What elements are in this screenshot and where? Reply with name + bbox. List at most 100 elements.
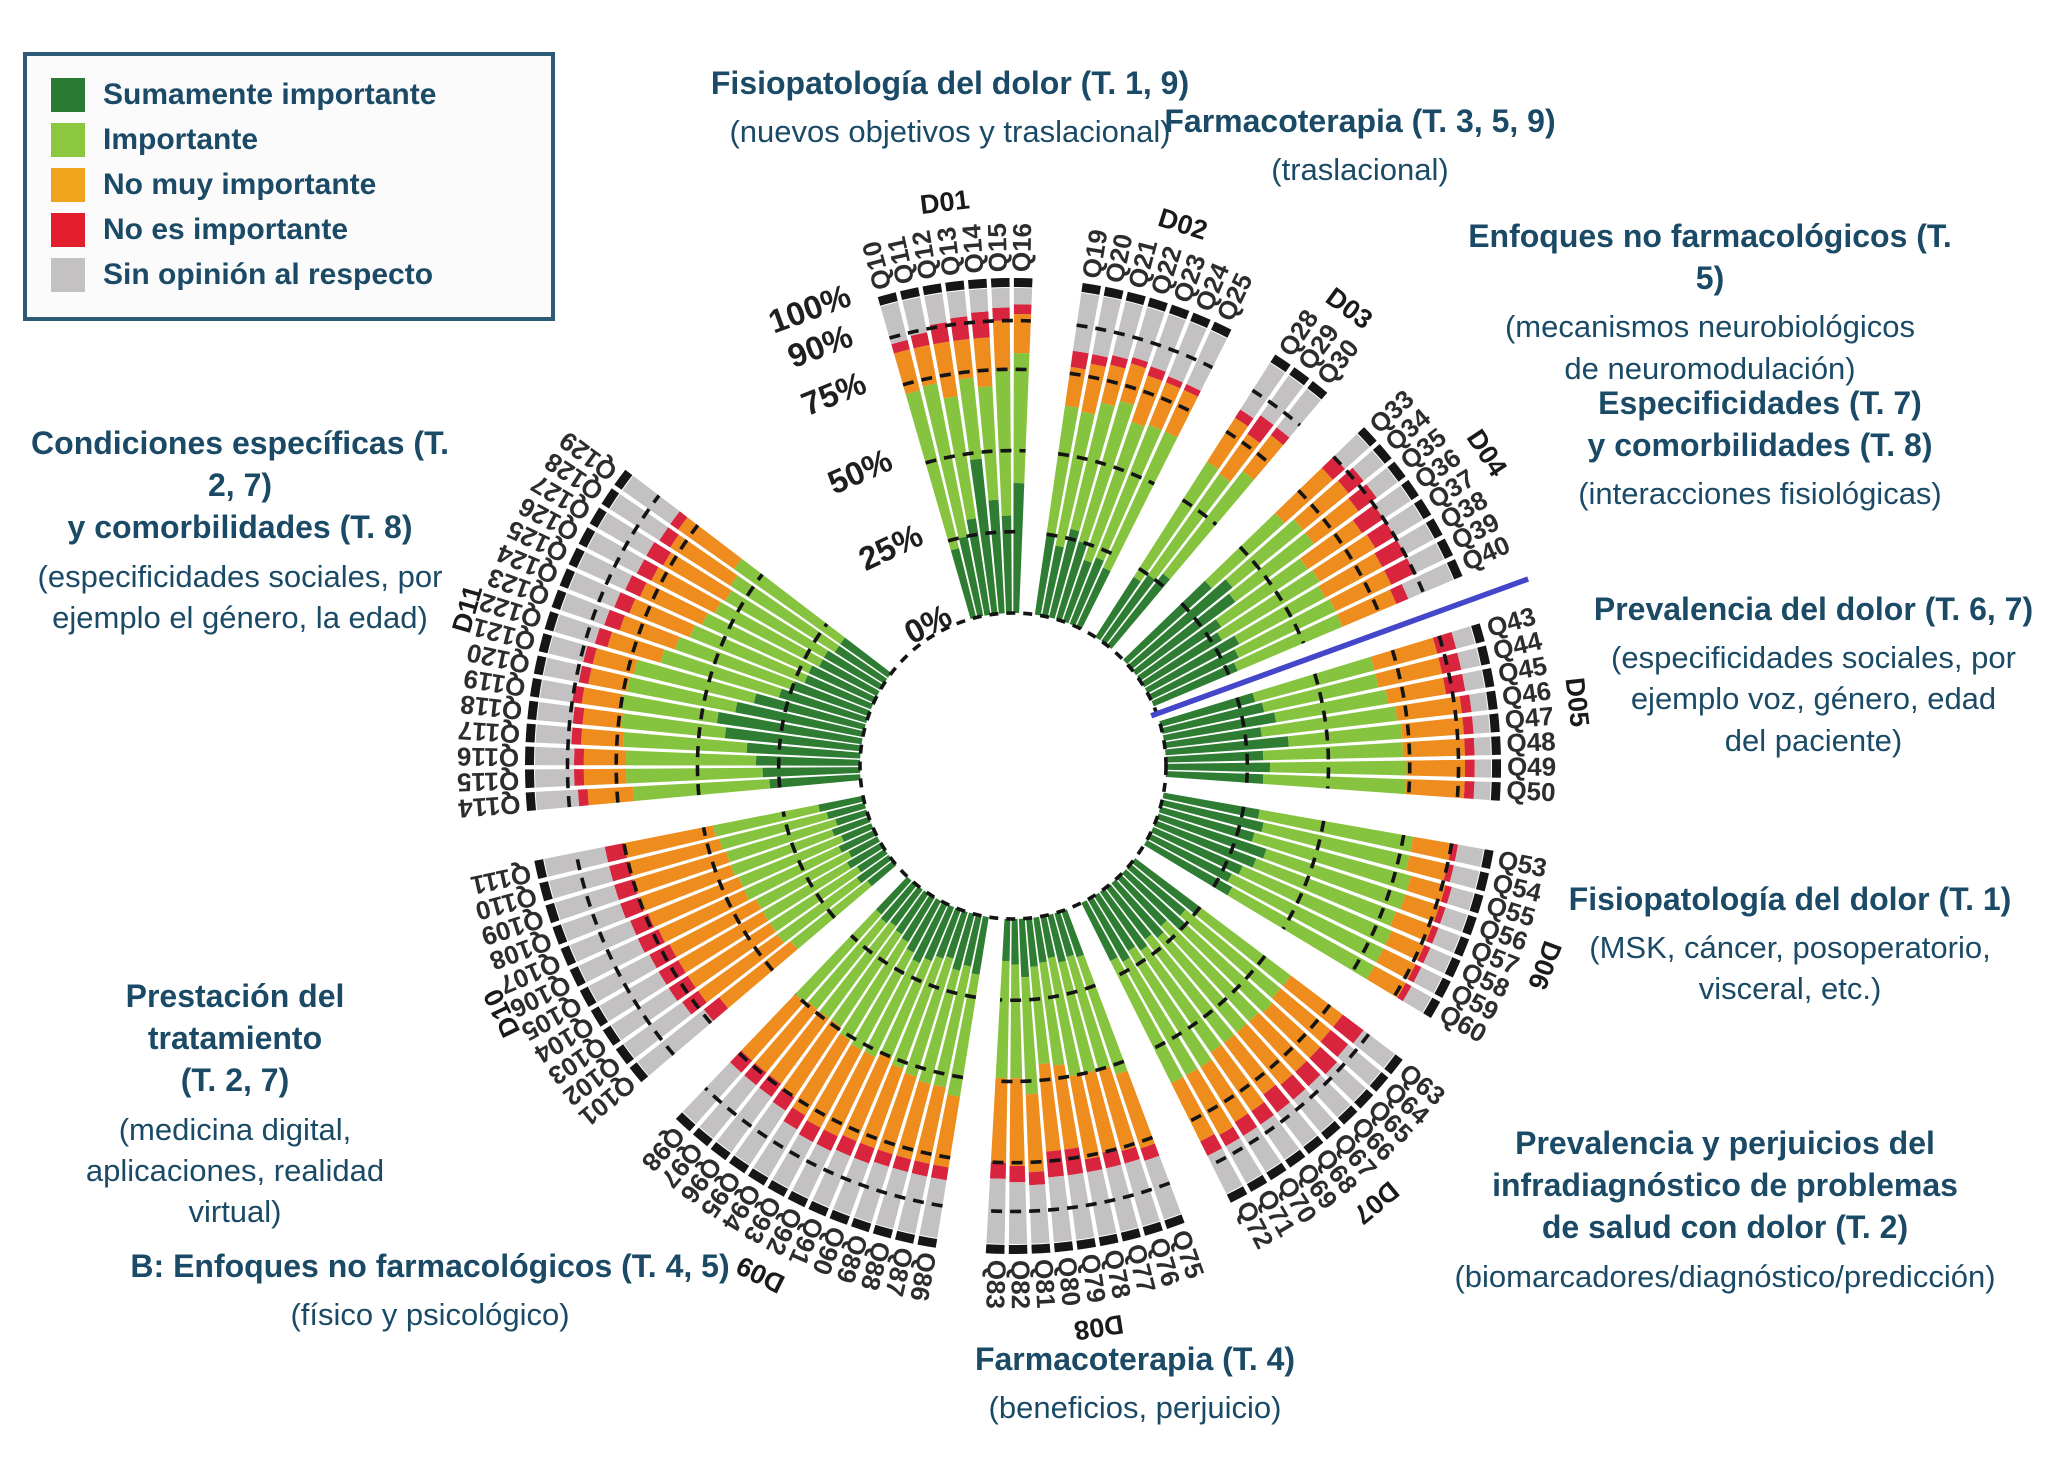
- bar-Q34-no_muy_importante: [1294, 480, 1349, 531]
- bar-Q94-endcap: [748, 1168, 769, 1186]
- reference-ring-50pct: [1238, 545, 1306, 644]
- bar-Q44-no_muy_importante: [1375, 657, 1443, 688]
- bar-Q86-importante: [947, 973, 980, 1097]
- annotation-subtitle-line: (mecanismos neurobiológicos: [1504, 309, 1916, 345]
- bar-Q69-sumamente_importante: [1099, 888, 1148, 951]
- bar-Q76-importante: [1066, 954, 1110, 1070]
- bar-Q46-sumamente_importante: [1164, 727, 1262, 749]
- annotation-subtitle-line: ejemplo voz, género, edad: [1630, 681, 1997, 717]
- bar-Q87-endcap: [895, 1230, 915, 1244]
- bar-Q94-importante: [839, 938, 909, 1040]
- bar-Q71-no_muy_importante: [1186, 1068, 1234, 1135]
- bar-Q55-no_es_importante: [1440, 885, 1452, 904]
- bar-Q60-no_es_importante: [1397, 982, 1412, 1002]
- reference-ring-25pct: [1235, 697, 1250, 783]
- bar-Q111-endcap: [534, 859, 547, 879]
- reference-ring-25pct: [776, 622, 829, 788]
- bar-Q91-sumamente_importante: [924, 904, 955, 962]
- bar-Q95-endcap: [729, 1155, 750, 1174]
- bar-Q121-sin_opinion: [548, 635, 588, 662]
- bar-Q71-no_es_importante: [1219, 1126, 1240, 1147]
- bar-Q87-importante: [933, 964, 971, 1088]
- reference-ring-0pct: [858, 611, 1168, 921]
- bar-Q29-sumamente_importante: [1101, 574, 1156, 645]
- annotation-fisiopatologia-dolor-t19: Fisiopatología del dolor (T. 1, 9) (nuev…: [620, 62, 1280, 152]
- bar-Q115-sin_opinion: [535, 769, 575, 788]
- bar-Q55-endcap: [1469, 893, 1484, 914]
- bar-Q13-sumamente_importante: [970, 458, 998, 615]
- bar-Q111-importante: [713, 804, 820, 837]
- bar-Q58-sumamente_importante: [1150, 827, 1243, 875]
- bar-Q123-sin_opinion: [561, 593, 610, 626]
- bar-Q96-no_muy_importante: [769, 1011, 829, 1084]
- bar-Q89-importante: [905, 956, 954, 1077]
- bar-Q93-no_es_importante: [798, 1120, 821, 1143]
- bar-Q21-sumamente_importante: [1049, 528, 1080, 619]
- bar-Q22-no_es_importante: [1130, 357, 1149, 369]
- bar-Q15-sin_opinion: [991, 288, 1010, 308]
- bar-Q14-sin_opinion: [968, 288, 989, 313]
- bar-Q35-endcap: [1387, 461, 1406, 482]
- bar-Q119-importante: [620, 694, 719, 724]
- separator-line-d04-d05: [1150, 576, 1530, 719]
- bar-Q129-sin_opinion: [622, 475, 680, 525]
- bar-Q83-importante: [995, 960, 1010, 1079]
- bar-Q22-sin_opinion: [1132, 307, 1165, 362]
- bar-Q55-no_muy_importante: [1406, 875, 1446, 902]
- bar-Q45-endcap: [1482, 668, 1495, 688]
- bar-Q39-sumamente_importante: [1148, 649, 1239, 700]
- bar-Q68-no_muy_importante: [1223, 1034, 1276, 1095]
- annotation-title-line: Prevalencia del dolor (T. 6, 7): [1593, 591, 2034, 627]
- bar-Q97-no_muy_importante: [754, 1001, 818, 1073]
- reference-ring-75pct: [902, 367, 1029, 387]
- bar-Q116-endcap: [525, 746, 535, 766]
- bar-Q129-no_es_importante: [670, 511, 688, 530]
- bar-Q116-importante: [626, 750, 757, 766]
- bar-Q116-no_muy_importante: [583, 748, 627, 766]
- bar-Q83-no_muy_importante: [990, 1077, 1008, 1163]
- bar-Q67-importante: [1157, 932, 1247, 1033]
- bar-Q20-sin_opinion: [1092, 296, 1122, 358]
- bar-Q38-no_muy_importante: [1318, 553, 1383, 598]
- bar-Q53-endcap: [1481, 849, 1494, 869]
- bar-Q121-no_es_importante: [583, 645, 597, 665]
- bar-Q82-no_es_importante: [1009, 1165, 1026, 1183]
- bar-Q127-no_muy_importante: [663, 552, 732, 602]
- bar-Q13-no_es_importante: [950, 316, 970, 341]
- bar-Q79-no_muy_importante: [1053, 1064, 1079, 1150]
- annotation-prevalencia-del-dolor-t67: Prevalencia del dolor (T. 6, 7) (especif…: [1580, 588, 2047, 761]
- bar-Q97-sumamente_importante: [880, 881, 918, 924]
- reference-ring-25pct: [1046, 532, 1119, 559]
- bar-Q86-sin_opinion: [919, 1177, 947, 1238]
- bar-Q46-sin_opinion: [1469, 692, 1488, 712]
- bar-Q46-no_muy_importante: [1395, 696, 1462, 721]
- bar-Q90-no_muy_importante: [860, 1064, 904, 1149]
- bar-Q102-sumamente_importante: [856, 854, 892, 884]
- bar-Q92-endcap: [787, 1190, 809, 1208]
- q-label-Q114: Q114: [457, 789, 522, 824]
- bar-Q88-endcap: [872, 1224, 893, 1239]
- bar-Q70-endcap: [1266, 1162, 1287, 1181]
- bar-Q43-importante: [1252, 656, 1375, 702]
- bar-Q59-endcap: [1434, 977, 1451, 998]
- annotation-condiciones-especificas: Condiciones específicas (T. 2, 7) y como…: [15, 422, 465, 638]
- bar-Q106-no_es_importante: [637, 929, 665, 953]
- reference-ring-25pct: [1180, 602, 1231, 676]
- annotation-subtitle-line: (especificidades sociales, por: [37, 558, 443, 594]
- bar-Q125-endcap: [568, 547, 585, 568]
- bar-Q114-endcap: [525, 792, 536, 811]
- bar-Q57-importante: [1252, 858, 1396, 926]
- legend-swatch-no-es-importante: [51, 213, 85, 247]
- annotation-subtitle-line: (beneficios, perjuicio): [988, 1390, 1282, 1426]
- bar-Q28-endcap: [1270, 354, 1291, 373]
- bar-Q79-sin_opinion: [1067, 1173, 1095, 1240]
- bar-Q77-sumamente_importante: [1047, 913, 1066, 963]
- annotation-title-line: y comorbilidades (T. 8): [1587, 427, 1933, 464]
- bar-Q54-no_es_importante: [1443, 864, 1454, 883]
- bar-Q30-no_es_importante: [1270, 427, 1290, 446]
- bar-Q126-sumamente_importante: [819, 659, 880, 697]
- bar-Q34-no_es_importante: [1338, 467, 1364, 494]
- bar-Q66-no_muy_importante: [1249, 1012, 1307, 1072]
- bar-Q124-no_es_importante: [614, 592, 636, 614]
- bar-Q13-sin_opinion: [946, 290, 968, 319]
